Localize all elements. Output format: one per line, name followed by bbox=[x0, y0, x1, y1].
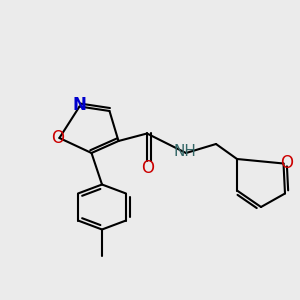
Text: O: O bbox=[51, 129, 64, 147]
Text: O: O bbox=[280, 154, 293, 172]
Text: O: O bbox=[141, 159, 154, 177]
Text: N: N bbox=[73, 96, 86, 114]
Text: NH: NH bbox=[173, 144, 196, 159]
